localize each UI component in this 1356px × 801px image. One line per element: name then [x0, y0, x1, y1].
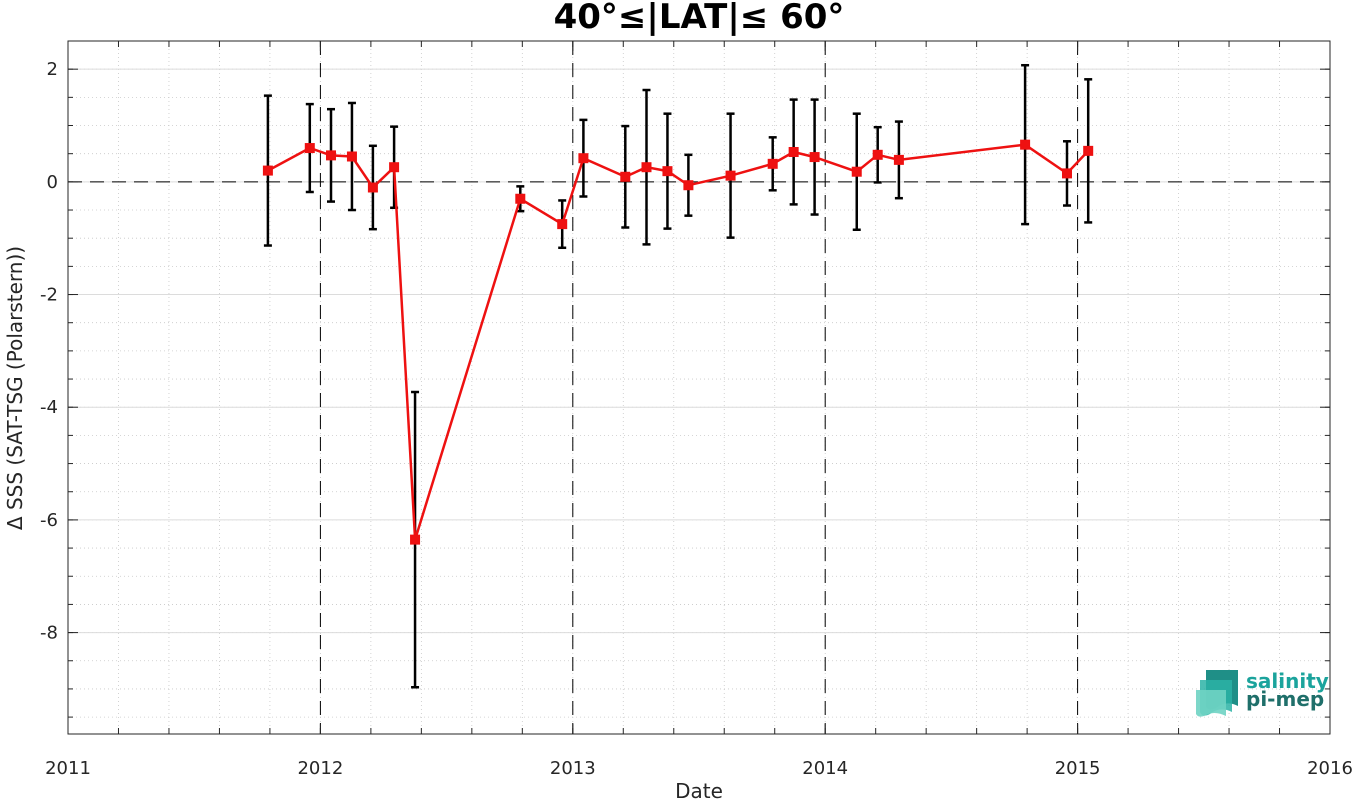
data-point: [809, 152, 820, 163]
y-tick-label: -4: [40, 397, 58, 418]
data-point: [1061, 168, 1072, 179]
data-point: [515, 193, 526, 204]
logo-text-pi-mep: pi-mep: [1246, 687, 1324, 711]
data-point: [346, 151, 357, 162]
data-point: [304, 143, 315, 154]
data-point: [326, 150, 337, 161]
year-marker-lines: [319, 41, 1079, 734]
x-tick-label: 2016: [1307, 758, 1353, 779]
data-point: [725, 170, 736, 181]
x-tick-label: 2013: [550, 758, 596, 779]
x-axis-label: Date: [675, 779, 723, 801]
data-point: [683, 180, 694, 191]
y-tick-label: 2: [47, 59, 58, 80]
logo-text-salinity: salinity: [1246, 669, 1329, 693]
data-point: [641, 162, 652, 173]
x-tick-label: 2014: [802, 758, 848, 779]
data-point: [620, 171, 631, 182]
y-tick-label: -2: [40, 285, 58, 306]
data-point: [788, 146, 799, 157]
data-point: [557, 219, 568, 230]
x-tick-label: 2011: [45, 758, 91, 779]
x-tick-labels: 2011 2012 2013 2014 2015 2016: [45, 758, 1353, 779]
chart-title: 40°≤|LAT|≤ 60°: [554, 0, 845, 37]
axis-ticks: [67, 40, 1331, 734]
salinity-wave-icon: [1196, 670, 1238, 717]
x-tick-label: 2015: [1055, 758, 1101, 779]
data-point: [851, 166, 862, 177]
data-point: [872, 149, 883, 160]
data-point: [1083, 145, 1094, 156]
series-markers: [262, 139, 1094, 545]
data-point: [367, 182, 378, 193]
plot-frame: [67, 40, 1331, 735]
y-tick-label: -6: [40, 510, 58, 531]
data-point: [1020, 139, 1031, 150]
y-tick-label: -8: [40, 623, 58, 644]
data-point: [767, 158, 778, 169]
error-bars: [263, 63, 1093, 689]
y-tick-labels: -8 -6 -4 -2 0 2: [40, 59, 58, 643]
y-tick-label: 0: [47, 172, 58, 193]
data-point: [389, 162, 400, 173]
data-point: [662, 166, 673, 177]
x-tick-label: 2012: [297, 758, 343, 779]
salinity-pi-mep-logo: salinity pi-mep: [1196, 669, 1329, 717]
data-point: [578, 153, 589, 164]
data-point: [410, 534, 421, 545]
plot-background: [68, 41, 1330, 734]
data-point: [893, 154, 904, 165]
y-axis-label: Δ SSS (SAT-TSG (Polarstern)): [3, 246, 27, 530]
data-point: [262, 165, 273, 176]
